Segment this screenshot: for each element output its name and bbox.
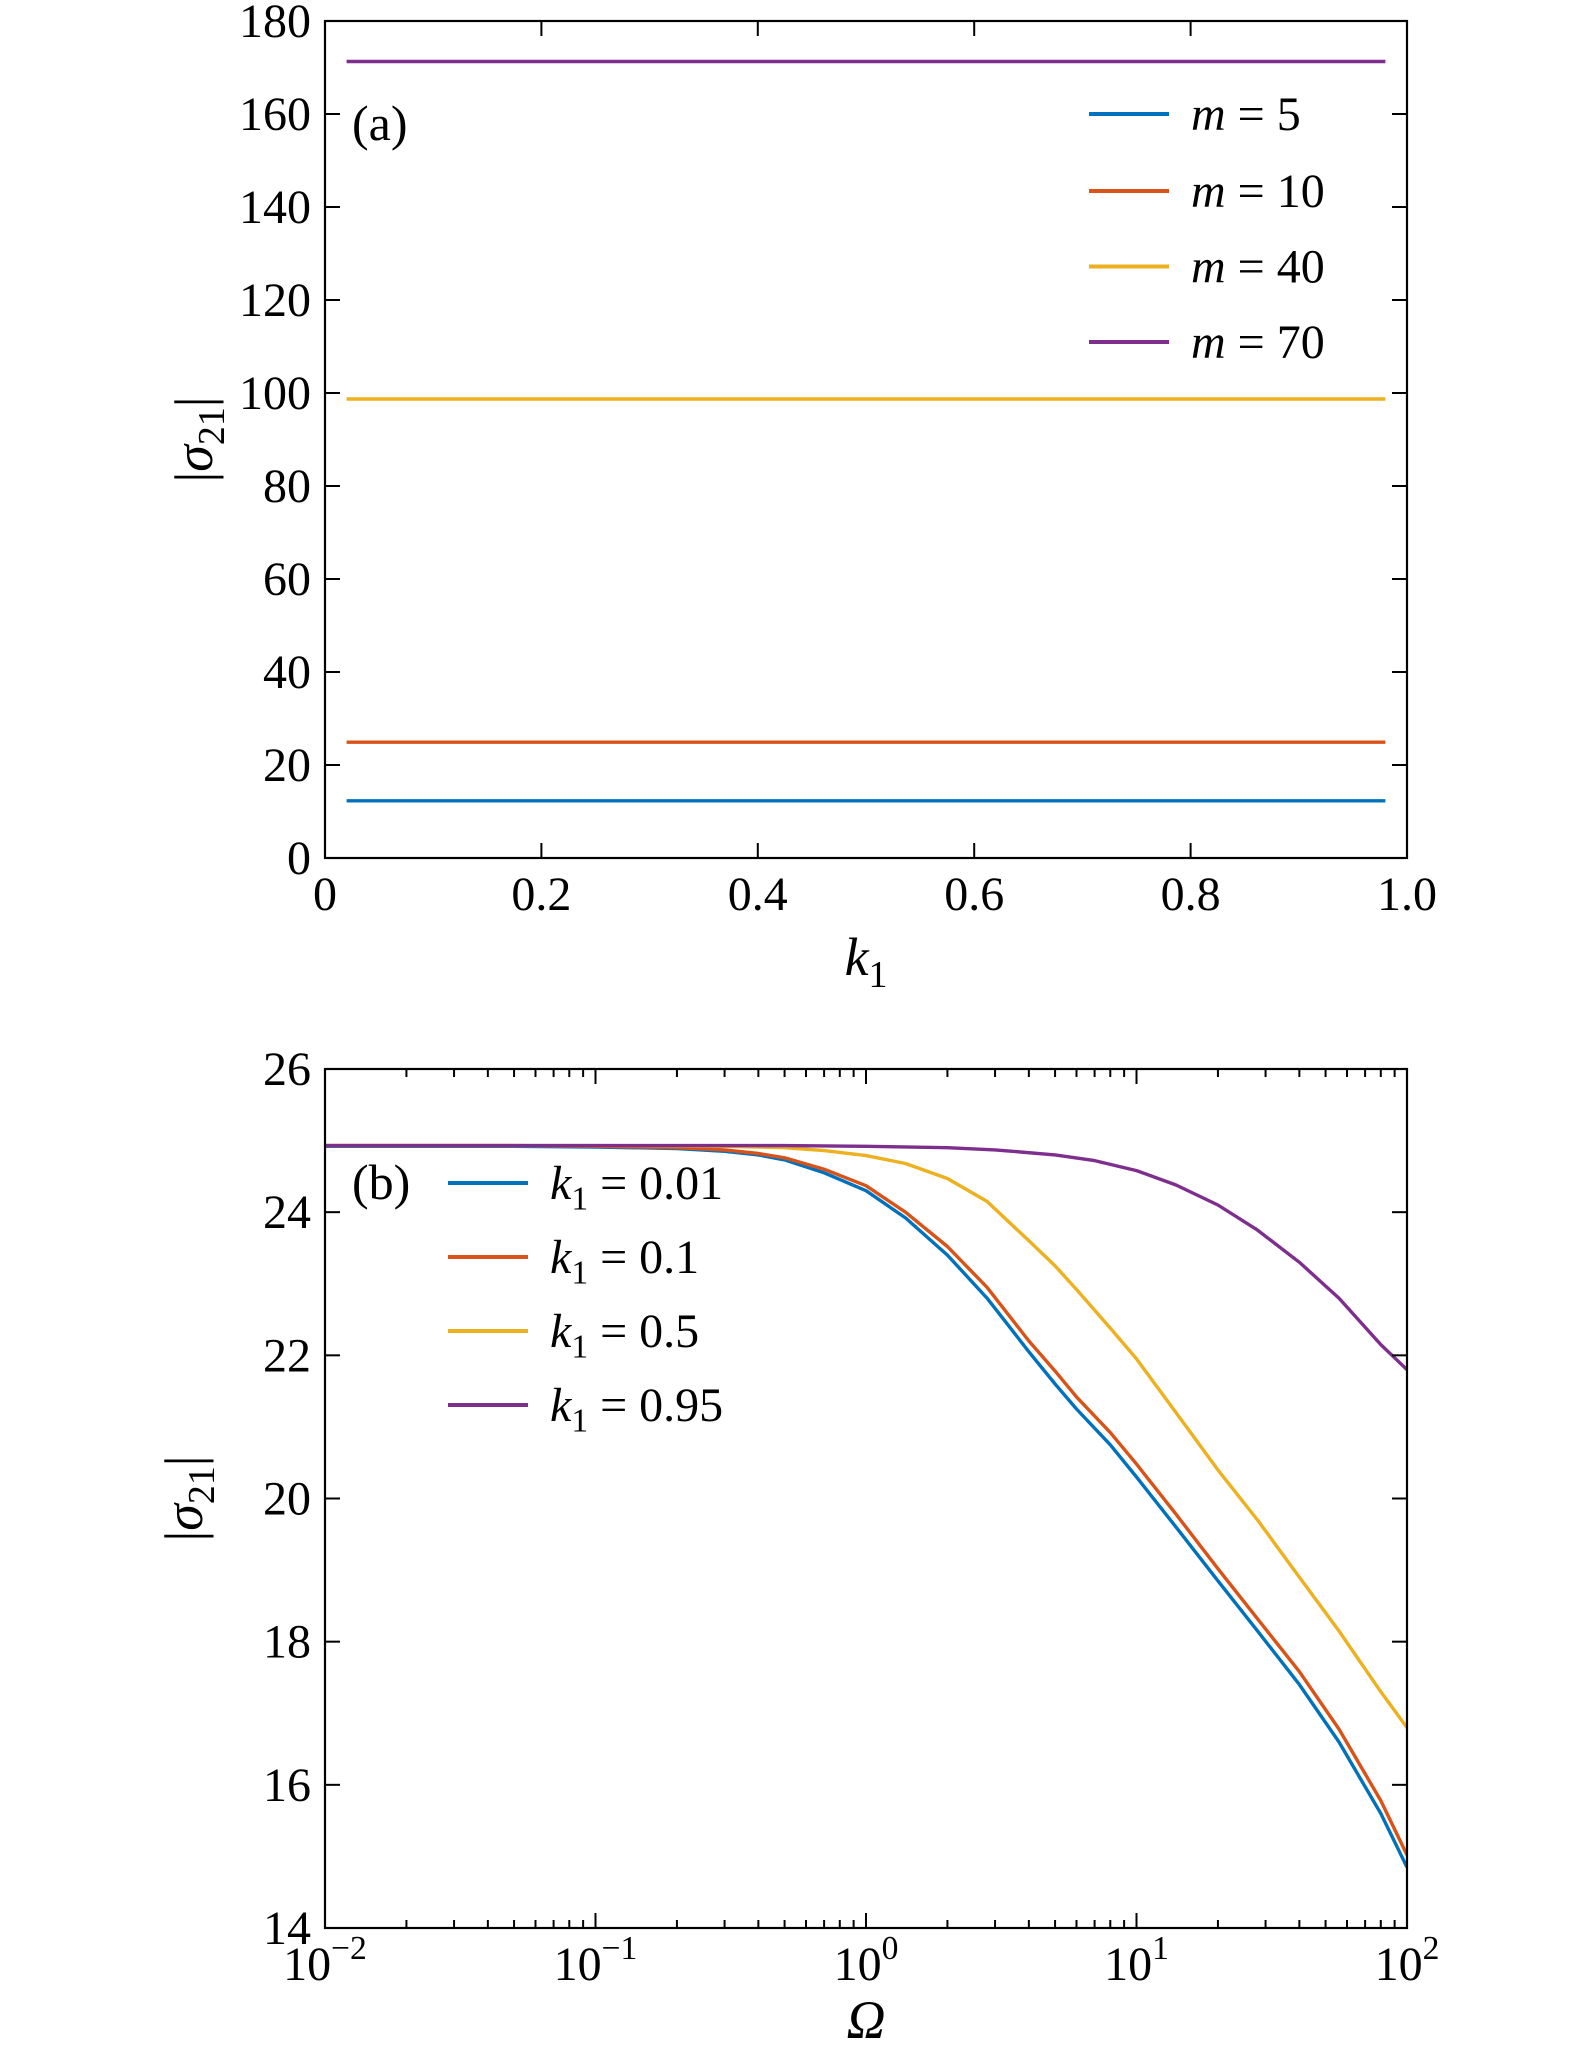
y-tick-label: 180 [239,0,311,48]
y-tick-label: 24 [263,1186,311,1239]
y-tick-label: 20 [263,1473,311,1526]
y-axis-label: |σ21| [154,1455,223,1541]
chart-a: 0 0.2 0.4 0.6 0.8 1.0 0 20 40 60 80 100 120 140 160 180… [164,0,1437,996]
series-line-b-2 [325,1143,1407,1729]
legend-entry-label: k1 = 0.5 [550,1305,699,1366]
legend-entry-label: k1 = 0.1 [550,1231,699,1292]
x-tick-label: 102 [1375,1930,1440,1991]
x-tick-label: 0.2 [511,868,571,921]
legend-a: m = 5 m = 10 m = 40 m = 70 [1089,88,1325,369]
y-tick-label: 40 [263,646,311,699]
y-tick-label: 18 [263,1616,311,1669]
y-tick-label: 22 [263,1329,311,1382]
y-tick-label: 16 [263,1759,311,1812]
y-tick-label: 80 [263,460,311,513]
x-axis-label: k1 [845,927,888,996]
series-line-b-3 [325,1143,1407,1371]
series-line-b-1 [325,1143,1407,1856]
y-axis-label: |σ21| [164,396,233,482]
x-tick-label: 100 [834,1930,899,1991]
panel-label: (b) [352,1154,410,1210]
x-tick-label: 10−1 [554,1930,638,1991]
ticks [324,1068,1408,1929]
series-line-b-0 [325,1144,1407,1868]
plot-box [323,19,1409,860]
x-tick-label: 0 [313,868,337,921]
x-tick-label: 1.0 [1377,868,1437,921]
legend-b: k1 = 0.01 k1 = 0.1 k1 = 0.5 k1 = 0.95 [448,1157,723,1440]
x-tick-label: 101 [1104,1930,1169,1991]
y-tick-label: 20 [263,739,311,792]
y-tick-label: 100 [239,367,311,420]
legend-entry-label: m = 40 [1191,241,1325,294]
legend-entry-label: m = 10 [1191,165,1325,218]
x-tick-label: 0.6 [944,868,1004,921]
legend-entry-label: k1 = 0.95 [550,1379,723,1440]
legend-entry-label: k1 = 0.01 [550,1157,723,1218]
y-tick-label: 120 [239,274,311,327]
x-tick-label: 10−2 [283,1930,367,1991]
y-tick-label: 60 [263,553,311,606]
chart-b: 10−2 10−1 100 101 102 14 16 18 20 22 24 26 Ω |σ21| (b)… [154,1043,1440,2050]
y-tick-label: 140 [239,181,311,234]
y-tick-label: 160 [239,88,311,141]
x-axis-label: Ω [846,1990,885,2047]
ticks [324,20,1408,859]
panel-label: (a) [352,95,408,151]
legend-entry-label: m = 5 [1191,88,1301,141]
y-tick-label: 26 [263,1043,311,1096]
x-tick-label: 0.4 [728,868,788,921]
series-group [325,1143,1407,1868]
y-tick-label: 0 [287,832,311,885]
x-tick-label: 0.8 [1161,868,1221,921]
legend-entry-label: m = 70 [1191,316,1325,369]
series-group [346,59,1386,803]
plot-box [323,1067,1409,1930]
y-tick-label: 14 [263,1902,311,1955]
